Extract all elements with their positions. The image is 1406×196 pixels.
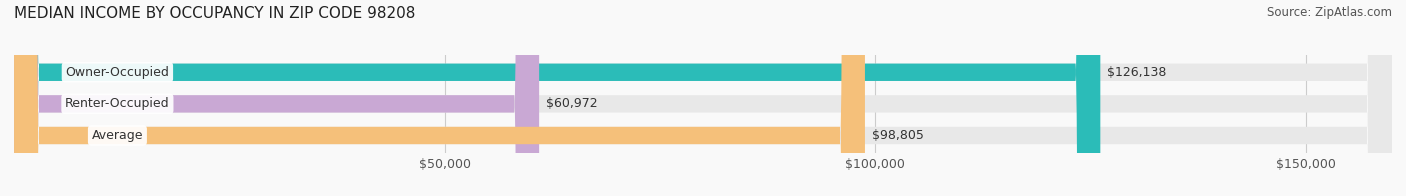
FancyBboxPatch shape (14, 0, 538, 196)
Text: Owner-Occupied: Owner-Occupied (66, 66, 169, 79)
FancyBboxPatch shape (14, 0, 865, 196)
Text: $60,972: $60,972 (546, 97, 598, 110)
Text: $126,138: $126,138 (1107, 66, 1167, 79)
Text: MEDIAN INCOME BY OCCUPANCY IN ZIP CODE 98208: MEDIAN INCOME BY OCCUPANCY IN ZIP CODE 9… (14, 6, 415, 21)
Text: $98,805: $98,805 (872, 129, 924, 142)
Text: Renter-Occupied: Renter-Occupied (65, 97, 170, 110)
FancyBboxPatch shape (14, 0, 1392, 196)
Text: Source: ZipAtlas.com: Source: ZipAtlas.com (1267, 6, 1392, 19)
Text: Average: Average (91, 129, 143, 142)
FancyBboxPatch shape (14, 0, 1392, 196)
FancyBboxPatch shape (14, 0, 1101, 196)
FancyBboxPatch shape (14, 0, 1392, 196)
